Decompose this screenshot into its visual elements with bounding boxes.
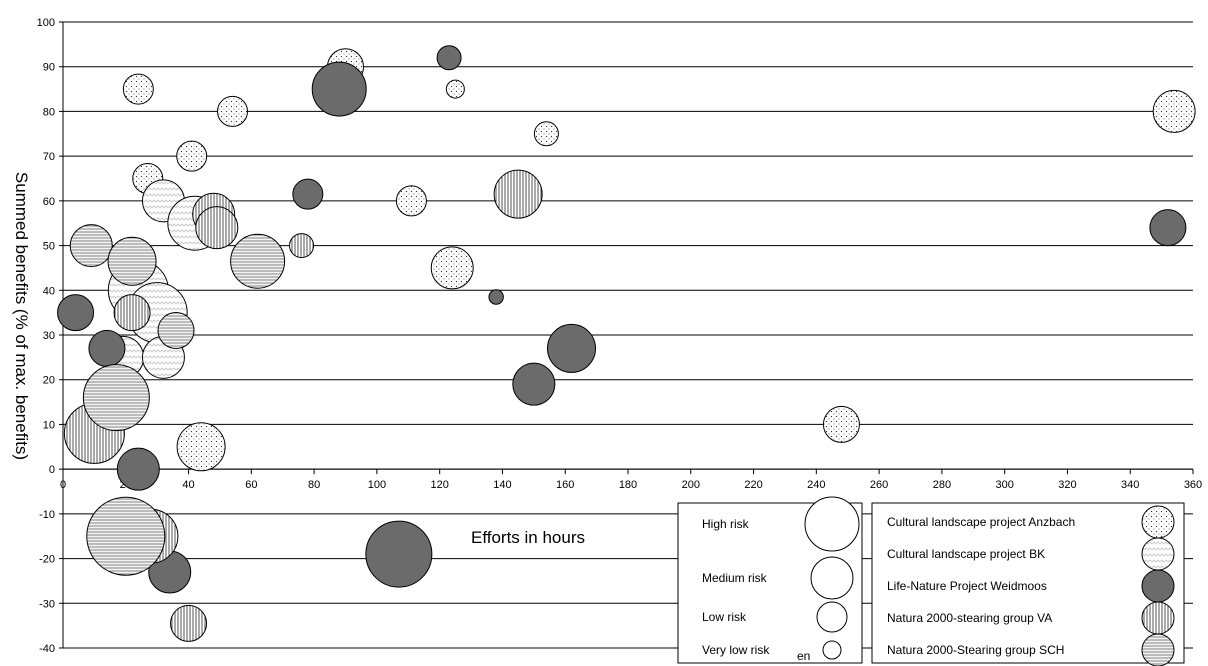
risk-legend-label: Medium risk [702,571,768,585]
bubbles [57,45,1196,642]
x-tick-label: 200 [682,479,700,491]
bubble-series-3 [113,294,151,332]
x-tick-label: 100 [368,479,386,491]
y-tick-label: -30 [39,598,55,610]
risk-size-legend: High risk Medium risk Low risk Very low ris… [677,496,863,664]
y-tick-label: -10 [39,509,55,521]
bubble-series-2 [57,294,95,332]
series-legend-label: Life-Nature Project Weidmoos [887,579,1047,593]
tick-labels: 1009080706050403020100-10-20-30-40020406… [37,17,1203,655]
risk-legend-circle [816,601,848,633]
series-legend-box [871,502,1185,664]
bubble-series-2 [436,45,462,71]
series-legend-swatch [1141,601,1175,635]
x-tick-label: 260 [870,479,888,491]
risk-legend-label: Very low risk [702,643,770,657]
x-tick-label: 240 [807,479,825,491]
series-legend-label: Cultural landscape project BK [887,547,1045,561]
bubble-series-0 [1152,89,1196,133]
bubble-series-2 [1149,209,1187,247]
bubble-series-2 [116,447,160,491]
y-tick-label: 30 [43,330,55,342]
bubble-series-2 [292,178,324,210]
y-tick-label: -40 [39,643,55,655]
bubble-series-4 [69,224,113,268]
bubble-series-2 [488,289,504,305]
y-tick-label: 90 [43,62,55,74]
risk-legend-circle [810,556,854,600]
x-tick-label: 300 [995,479,1013,491]
bubble-series-0 [176,140,208,172]
bubble-series-2 [512,362,556,406]
bubble-series-0 [533,121,559,147]
series-legend-label: Natura 2000-Stearing group SCH [887,643,1064,657]
bubble-series-4 [230,233,286,289]
risk-legend-partial-text: en [797,649,810,663]
series-legend-swatch [1141,537,1175,571]
bubble-series-0 [122,73,154,105]
risk-legend-label: High risk [702,517,750,531]
bubble-series-3 [170,604,208,642]
x-axis-title: Efforts in hours [471,528,585,547]
x-tick-label: 360 [1184,479,1202,491]
bubble-series-4 [157,312,195,350]
bubble-series-0 [176,422,226,472]
risk-legend-label: Low risk [702,610,747,624]
bubble-series-0 [217,95,248,127]
risk-legend-circle [804,496,860,552]
x-tick-label: 40 [182,479,194,491]
series-legend-label: Cultural landscape project Anzbach [887,515,1075,529]
bubble-series-4 [86,496,166,576]
bubble-series-2 [547,323,596,373]
bubble-series-2 [365,520,433,588]
x-tick-label: 340 [1121,479,1139,491]
bubble-series-0 [430,246,474,290]
y-tick-label: -20 [39,554,55,566]
y-tick-label: 60 [43,196,55,208]
bubble-series-3 [195,206,239,250]
bubble-series-3 [493,169,543,219]
series-legend: Cultural landscape project Anzbach Cultur… [871,502,1185,666]
series-legend-label: Natura 2000-stearing group VA [887,611,1052,625]
bubble-series-3 [289,233,315,259]
bubble-series-4 [82,364,150,432]
bubble-series-0 [395,185,427,217]
x-tick-label: 120 [430,479,448,491]
risk-legend-circle [822,640,842,660]
series-legend-swatch [1141,633,1175,666]
bubble-series-4 [107,236,157,286]
y-tick-label: 10 [43,419,55,431]
bubble-series-2 [311,61,367,117]
y-tick-label: 70 [43,151,55,163]
x-tick-label: 160 [556,479,574,491]
bubble-series-0 [445,79,465,99]
bubble-series-0 [822,405,860,443]
x-tick-label: 140 [493,479,511,491]
x-tick-label: 0 [60,479,66,491]
x-tick-label: 280 [933,479,951,491]
bubble-series-2 [88,329,126,367]
y-tick-label: 100 [37,17,55,29]
x-tick-label: 320 [1058,479,1076,491]
y-tick-label: 80 [43,106,55,118]
series-legend-swatch [1141,569,1175,603]
x-tick-label: 80 [308,479,320,491]
x-tick-label: 60 [245,479,257,491]
y-tick-label: 50 [43,241,55,253]
x-tick-label: 220 [744,479,762,491]
series-legend-swatch [1141,505,1175,539]
y-tick-label: 40 [43,285,55,297]
y-axis-title: Summed benefits (% of max. benefits) [12,172,31,460]
y-tick-label: 20 [43,375,55,387]
y-tick-label: 0 [49,464,55,476]
x-tick-label: 180 [619,479,637,491]
